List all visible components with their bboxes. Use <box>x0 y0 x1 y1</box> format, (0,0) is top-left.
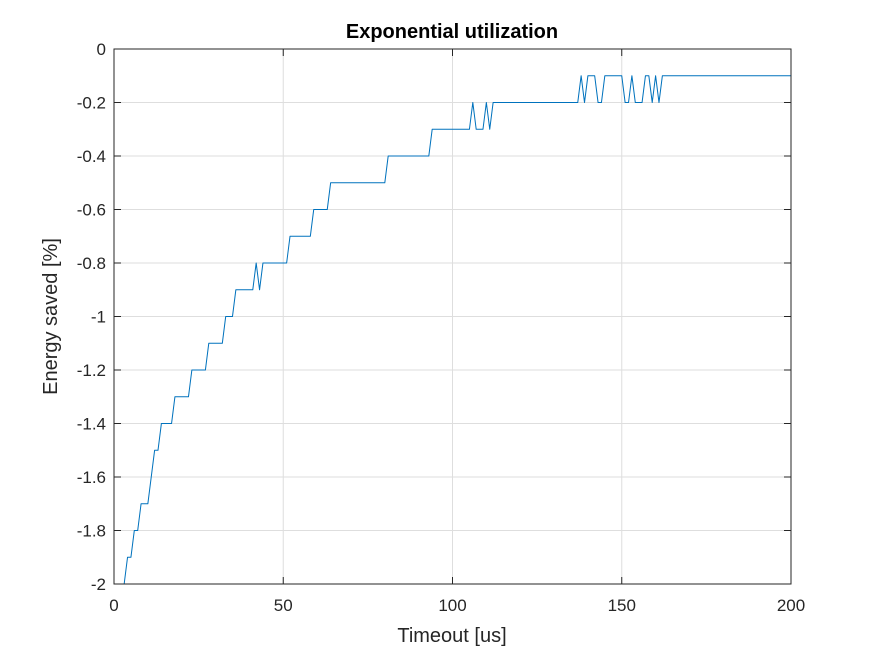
chart-title: Exponential utilization <box>346 21 558 43</box>
ticks <box>113 48 792 585</box>
x-tick-label: 150 <box>608 596 636 615</box>
y-tick-label: -0.2 <box>77 94 106 113</box>
x-tick-label: 50 <box>274 596 293 615</box>
x-tick-label: 0 <box>109 596 118 615</box>
y-tick-label: 0 <box>97 40 106 59</box>
x-tick-label: 200 <box>777 596 805 615</box>
y-tick-label: -2 <box>91 575 106 594</box>
x-tick-label: 100 <box>438 596 466 615</box>
y-axis-label: Energy saved [%] <box>40 238 62 395</box>
y-tick-label: -1.2 <box>77 361 106 380</box>
y-tick-label: -1.8 <box>77 522 106 541</box>
series-lines <box>114 75 791 585</box>
y-tick-label: -0.4 <box>77 147 106 166</box>
y-tick-label: -1.4 <box>77 415 106 434</box>
y-tick-label: -0.8 <box>77 254 106 273</box>
y-tick-label: -0.6 <box>77 201 106 220</box>
x-axis-label: Timeout [us] <box>397 625 506 647</box>
series-line <box>114 75 791 585</box>
y-tick-label: -1.6 <box>77 468 106 487</box>
y-tick-label: -1 <box>91 308 106 327</box>
tick-labels: 0 50 100 150 200 0 -0.2 -0.4 -0.6 -0.8 -1 -1.2 -1.4 -… <box>77 40 805 615</box>
